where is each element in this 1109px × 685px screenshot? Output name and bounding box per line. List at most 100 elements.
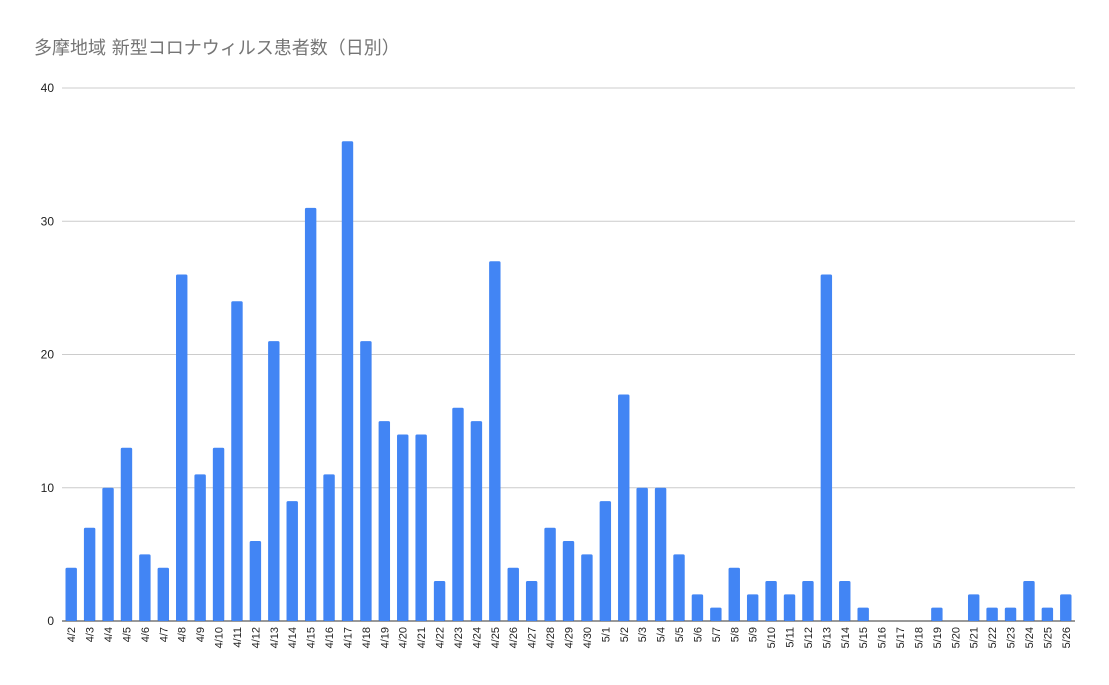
x-tick-label: 4/26 [508, 627, 520, 648]
bar-5-21 [967, 594, 980, 621]
x-tick-label: 4/24 [471, 627, 483, 648]
bar-5-9 [746, 594, 759, 621]
y-tick-label: 40 [41, 81, 55, 95]
bar-4-20 [397, 434, 409, 621]
bar-4-15 [304, 207, 317, 622]
x-tick-label: 4/11 [232, 627, 244, 648]
x-tick-label: 4/8 [177, 627, 189, 642]
x-tick-label: 4/30 [582, 627, 594, 648]
bar-4-27 [525, 581, 538, 621]
bar-5-23 [1004, 607, 1017, 621]
x-tick-label: 4/21 [416, 627, 428, 648]
bar-4-11 [231, 301, 243, 621]
x-tick-label: 4/28 [545, 627, 557, 648]
x-tick-label: 4/29 [564, 627, 576, 648]
x-tick-label: 5/21 [969, 627, 981, 648]
x-tick-label: 4/20 [398, 627, 410, 648]
bar-4-25 [489, 261, 501, 621]
bar-4-14 [286, 501, 298, 621]
x-tick-label: 4/3 [85, 627, 97, 642]
x-tick-label: 5/1 [600, 627, 612, 642]
bar-4-21 [415, 434, 427, 621]
x-tick-label: 4/4 [103, 627, 115, 642]
x-tick-label: 4/17 [342, 627, 354, 648]
bar-5-6 [691, 594, 704, 621]
bars [65, 141, 1072, 622]
bar-5-22 [986, 607, 998, 621]
bar-5-13 [820, 274, 833, 621]
x-tick-label: 5/19 [932, 627, 944, 648]
bar-4-16 [323, 474, 335, 621]
x-tick-label: 5/17 [895, 627, 907, 648]
x-tick-label: 4/19 [379, 627, 391, 648]
bar-4-8 [176, 274, 188, 621]
bar-5-5 [673, 554, 685, 621]
bar-4-7 [157, 567, 170, 621]
y-tick-label: 10 [41, 481, 55, 495]
bar-5-14 [839, 581, 851, 621]
bar-4-26 [507, 567, 519, 621]
bar-4-29 [562, 541, 575, 621]
bar-4-18 [360, 341, 372, 621]
x-axis-tick-labels: 4/2 4/3 4/4 4/5 4/6 4/7 4/8 4/9 4/10 4/11 4/12 4/13… [66, 627, 1073, 648]
x-tick-label: 5/23 [1006, 627, 1018, 648]
x-tick-label: 4/25 [490, 627, 502, 648]
bar-4-10 [212, 447, 225, 621]
x-tick-label: 5/4 [656, 627, 668, 642]
bar-4-5 [120, 447, 133, 621]
x-tick-label: 4/6 [140, 627, 152, 642]
x-tick-label: 5/26 [1061, 627, 1073, 648]
x-tick-label: 4/5 [121, 627, 133, 642]
bar-5-4 [654, 487, 667, 621]
x-tick-label: 5/13 [821, 627, 833, 648]
bar-5-19 [931, 607, 943, 621]
x-tick-label: 4/13 [269, 627, 281, 648]
bar-4-28 [544, 527, 556, 621]
chart-title: 多摩地域 新型コロナウィルス患者数（日別） [34, 38, 400, 59]
x-tick-label: 4/16 [324, 627, 336, 648]
x-tick-label: 5/25 [1042, 627, 1054, 648]
x-tick-label: 5/2 [619, 627, 631, 642]
bar-5-26 [1060, 594, 1072, 621]
bar-5-7 [710, 607, 722, 621]
x-tick-label: 5/8 [729, 627, 741, 642]
x-tick-label: 5/9 [748, 627, 760, 642]
bar-4-13 [268, 341, 280, 621]
bar-4-3 [83, 527, 96, 621]
bar-4-23 [452, 407, 464, 621]
bar-4-12 [249, 541, 262, 621]
bar-4-24 [470, 421, 483, 621]
bar-5-12 [802, 581, 814, 621]
bar-4-4 [102, 487, 114, 621]
bar-4-2 [65, 567, 77, 621]
x-tick-label: 4/27 [527, 627, 539, 648]
x-tick-label: 5/24 [1024, 627, 1036, 648]
x-tick-label: 5/7 [711, 627, 723, 642]
bar-4-19 [378, 421, 391, 621]
x-tick-label: 5/15 [858, 627, 870, 648]
x-tick-label: 4/12 [250, 627, 262, 648]
x-tick-label: 5/12 [803, 627, 815, 648]
x-tick-label: 5/10 [766, 627, 778, 648]
bar-5-25 [1041, 607, 1054, 621]
x-tick-label: 4/10 [214, 627, 226, 648]
bar-5-8 [728, 567, 740, 621]
bar-4-6 [139, 554, 151, 621]
bar-5-2 [618, 394, 630, 621]
x-tick-label: 4/14 [287, 627, 299, 648]
x-tick-label: 4/23 [453, 627, 465, 648]
y-tick-label: 20 [41, 348, 55, 362]
bar-4-17 [341, 141, 354, 622]
x-tick-label: 4/7 [158, 627, 170, 642]
bar-5-3 [636, 487, 648, 621]
x-tick-label: 5/11 [785, 627, 797, 648]
x-tick-label: 4/2 [66, 627, 78, 642]
x-tick-label: 5/14 [840, 627, 852, 648]
bar-5-15 [857, 607, 869, 621]
x-tick-label: 5/18 [913, 627, 925, 648]
bar-5-10 [765, 581, 777, 621]
x-tick-label: 4/9 [195, 627, 207, 642]
x-tick-label: 5/6 [692, 627, 704, 642]
